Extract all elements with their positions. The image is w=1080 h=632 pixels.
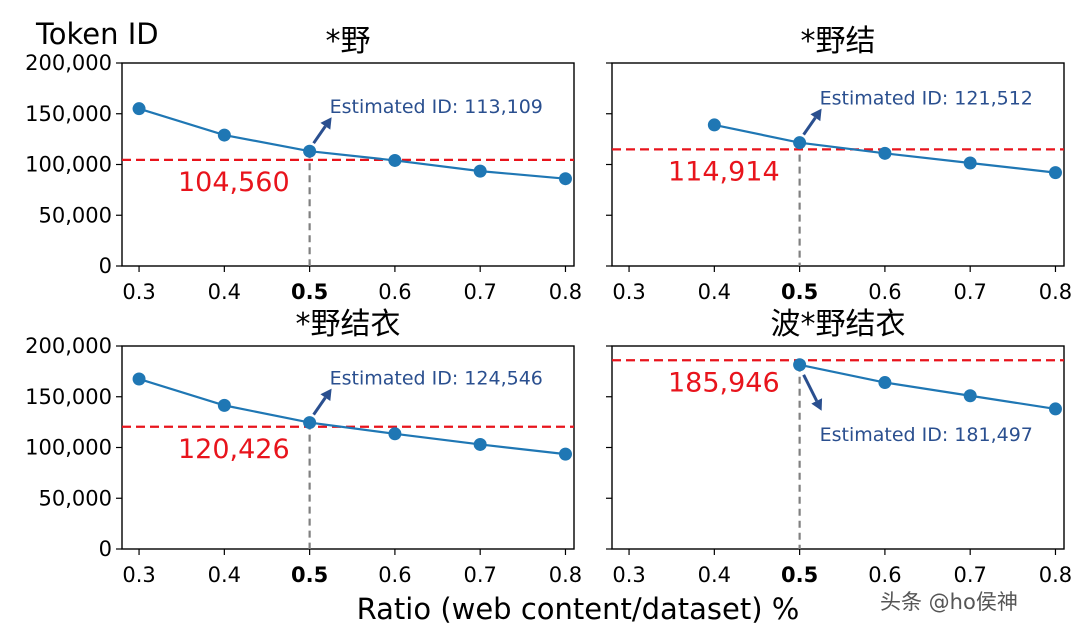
x-tick-label: 0.5 — [781, 280, 818, 304]
data-point — [473, 164, 487, 178]
estimate-arrow-head — [320, 388, 332, 402]
data-point — [963, 389, 977, 403]
x-tick-label: 0.7 — [953, 280, 986, 304]
data-point — [388, 153, 402, 167]
data-point — [558, 172, 572, 186]
x-tick-label: 0.3 — [612, 280, 645, 304]
estimate-arrow-head — [811, 398, 823, 411]
x-tick-label: 0.8 — [549, 563, 582, 587]
x-tick-label: 0.6 — [868, 563, 901, 587]
watermark-text: 头条 @ho侯神 — [880, 590, 1018, 614]
y-tick-label: 200,000 — [25, 334, 112, 358]
reference-label: 114,914 — [668, 156, 780, 187]
x-tick-label: 0.5 — [291, 280, 328, 304]
x-tick-label: 0.6 — [868, 280, 901, 304]
panel-title: *野结衣 — [296, 307, 401, 342]
panel-1: *野 0 50,000 100,000 150,000 200,000 0.3 0.4 0.5 0… — [25, 24, 582, 304]
estimate-label: Estimated ID: 181,497 — [820, 424, 1033, 446]
data-point — [1048, 402, 1062, 416]
estimate-label: Estimated ID: 121,512 — [820, 88, 1033, 110]
estimate-label: Estimated ID: 113,109 — [330, 96, 543, 118]
x-tick-label: 0.3 — [122, 280, 155, 304]
x-tick-label: 0.5 — [781, 563, 818, 587]
data-point — [132, 372, 146, 386]
data-point — [473, 437, 487, 451]
series-line — [138, 107, 566, 180]
series-line — [799, 363, 1056, 411]
data-point — [707, 118, 721, 132]
reference-label: 185,946 — [668, 367, 780, 398]
x-tick-label: 0.8 — [1039, 280, 1072, 304]
series-line — [138, 377, 566, 456]
x-tick-label: 0.4 — [698, 563, 731, 587]
x-tick-label: 0.4 — [208, 563, 241, 587]
estimate-arrow-shaft — [802, 116, 817, 136]
y-tick-label: 200,000 — [25, 51, 112, 75]
x-tick-label: 0.6 — [378, 280, 411, 304]
plot-frame — [121, 62, 575, 267]
data-point — [878, 146, 892, 160]
y-tick-label: 0 — [99, 537, 112, 561]
y-tick-label: 0 — [99, 254, 112, 278]
data-point — [793, 358, 807, 372]
x-tick-label: 0.6 — [378, 563, 411, 587]
data-point — [793, 136, 807, 150]
x-tick-label: 0.4 — [698, 280, 731, 304]
panel-4: 波*野结衣 0.3 0.4 0.5 0.6 0.7 0.8 185,946 Estimated … — [606, 307, 1072, 587]
estimate-label: Estimated ID: 124,546 — [330, 368, 543, 390]
x-tick-label: 0.8 — [549, 280, 582, 304]
data-point — [1048, 166, 1062, 180]
y-tick-label: 150,000 — [25, 102, 112, 126]
estimate-arrow-shaft — [802, 374, 819, 402]
x-tick-label: 0.3 — [122, 563, 155, 587]
estimate-arrow-head — [810, 108, 822, 122]
estimate-arrow-head — [320, 117, 332, 130]
x-tick-label: 0.7 — [463, 563, 496, 587]
y-tick-label: 150,000 — [25, 385, 112, 409]
x-tick-label: 0.4 — [208, 280, 241, 304]
x-tick-label: 0.5 — [291, 563, 328, 587]
x-tick-label: 0.7 — [953, 563, 986, 587]
data-point — [217, 398, 231, 412]
x-tick-label: 0.8 — [1039, 563, 1072, 587]
panel-title: *野 — [326, 24, 371, 59]
x-axis-label: Ratio (web content/dataset) % — [357, 592, 800, 626]
estimate-arrow-shaft — [312, 396, 327, 416]
data-point — [132, 102, 146, 116]
y-tick-label: 100,000 — [25, 153, 112, 177]
y-tick-label: 50,000 — [39, 486, 112, 510]
estimate-arrow-shaft — [312, 125, 327, 145]
panel-title: *野结 — [801, 24, 876, 59]
x-tick-label: 0.3 — [612, 563, 645, 587]
x-tick-label: 0.7 — [463, 280, 496, 304]
panel-2: *野结 0.3 0.4 0.5 0.6 0.7 0.8 114,914 Estimated ID… — [606, 24, 1072, 304]
data-point — [217, 128, 231, 142]
reference-label: 104,560 — [178, 167, 290, 198]
panel-title: 波*野结衣 — [771, 307, 906, 342]
y-axis-label: Token ID — [35, 17, 159, 51]
reference-label: 120,426 — [178, 434, 290, 465]
data-point — [963, 156, 977, 170]
panel-3: *野结衣 0 50,000 100,000 150,000 200,000 0.3 0.4 0.… — [25, 307, 582, 587]
data-point — [878, 376, 892, 390]
data-point — [388, 427, 402, 441]
panels: *野 0 50,000 100,000 150,000 200,000 0.3 0.4 0.5 0… — [25, 24, 1072, 587]
data-point — [303, 144, 317, 158]
y-tick-label: 50,000 — [39, 203, 112, 227]
data-point — [303, 416, 317, 430]
data-point — [558, 447, 572, 461]
y-tick-label: 100,000 — [25, 436, 112, 460]
